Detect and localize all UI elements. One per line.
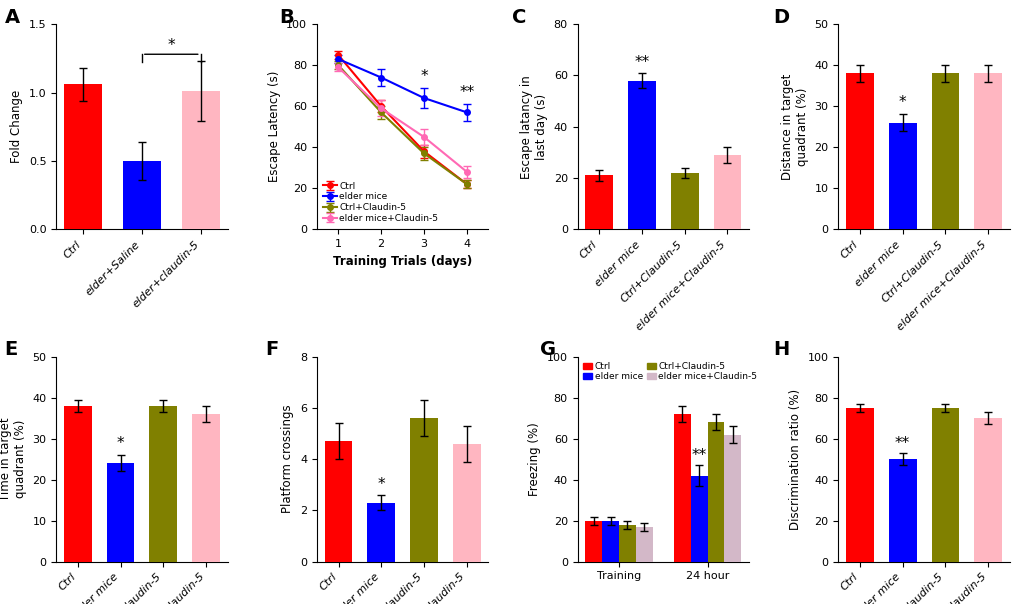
Bar xyxy=(64,406,92,562)
Text: *: * xyxy=(116,436,124,451)
Text: *: * xyxy=(167,38,175,53)
Bar xyxy=(628,80,655,230)
Bar xyxy=(410,418,437,562)
Bar xyxy=(713,155,741,230)
Bar xyxy=(181,91,220,230)
Bar xyxy=(367,503,394,562)
Bar xyxy=(64,85,102,230)
Text: C: C xyxy=(512,8,526,27)
Text: **: ** xyxy=(691,448,706,463)
Y-axis label: Freezing (%): Freezing (%) xyxy=(528,422,541,496)
Text: H: H xyxy=(772,340,789,359)
Text: E: E xyxy=(5,340,18,359)
Y-axis label: Platform crossings: Platform crossings xyxy=(281,405,294,513)
Bar xyxy=(452,444,480,562)
Y-axis label: Time in target
quadrant (%): Time in target quadrant (%) xyxy=(0,417,26,501)
Bar xyxy=(674,414,690,562)
Legend: Ctrl, elder mice, Ctrl+Claudin-5, elder mice+Claudin-5: Ctrl, elder mice, Ctrl+Claudin-5, elder … xyxy=(582,361,757,382)
Y-axis label: Discrimination ratio (%): Discrimination ratio (%) xyxy=(789,388,801,530)
Text: *: * xyxy=(377,478,384,492)
Bar xyxy=(845,408,873,562)
Text: A: A xyxy=(5,8,19,27)
Text: *: * xyxy=(420,69,427,84)
Text: *: * xyxy=(898,95,906,111)
Bar xyxy=(723,434,741,562)
Bar xyxy=(601,521,619,562)
Bar xyxy=(107,463,135,562)
Text: **: ** xyxy=(634,56,649,70)
Text: F: F xyxy=(265,340,278,359)
Y-axis label: Escape latancy in
last day (s): Escape latancy in last day (s) xyxy=(520,75,547,179)
Y-axis label: Escape Latency (s): Escape Latency (s) xyxy=(267,71,280,182)
Legend: Ctrl, elder mice, Ctrl+Claudin-5, elder mice+Claudin-5: Ctrl, elder mice, Ctrl+Claudin-5, elder … xyxy=(321,180,440,225)
Bar xyxy=(192,414,220,562)
Bar xyxy=(930,408,958,562)
Bar xyxy=(707,422,723,562)
Bar xyxy=(930,74,958,230)
Bar xyxy=(671,173,698,230)
Text: **: ** xyxy=(459,85,474,100)
Bar xyxy=(149,406,177,562)
Bar xyxy=(122,161,161,230)
Bar xyxy=(690,475,707,562)
X-axis label: Training Trials (days): Training Trials (days) xyxy=(332,255,472,268)
Bar xyxy=(973,74,1001,230)
Text: B: B xyxy=(279,8,293,27)
Bar xyxy=(585,176,612,230)
Y-axis label: Fold Change: Fold Change xyxy=(10,90,23,163)
Text: **: ** xyxy=(894,436,909,451)
Bar xyxy=(585,521,601,562)
Text: D: D xyxy=(772,8,789,27)
Bar xyxy=(888,123,916,230)
Bar xyxy=(324,441,352,562)
Bar xyxy=(845,74,873,230)
Text: G: G xyxy=(539,340,555,359)
Bar xyxy=(973,418,1001,562)
Y-axis label: Distance in target
quadrant (%): Distance in target quadrant (%) xyxy=(781,74,808,180)
Bar xyxy=(619,525,635,562)
Bar xyxy=(635,527,652,562)
Bar xyxy=(888,459,916,562)
